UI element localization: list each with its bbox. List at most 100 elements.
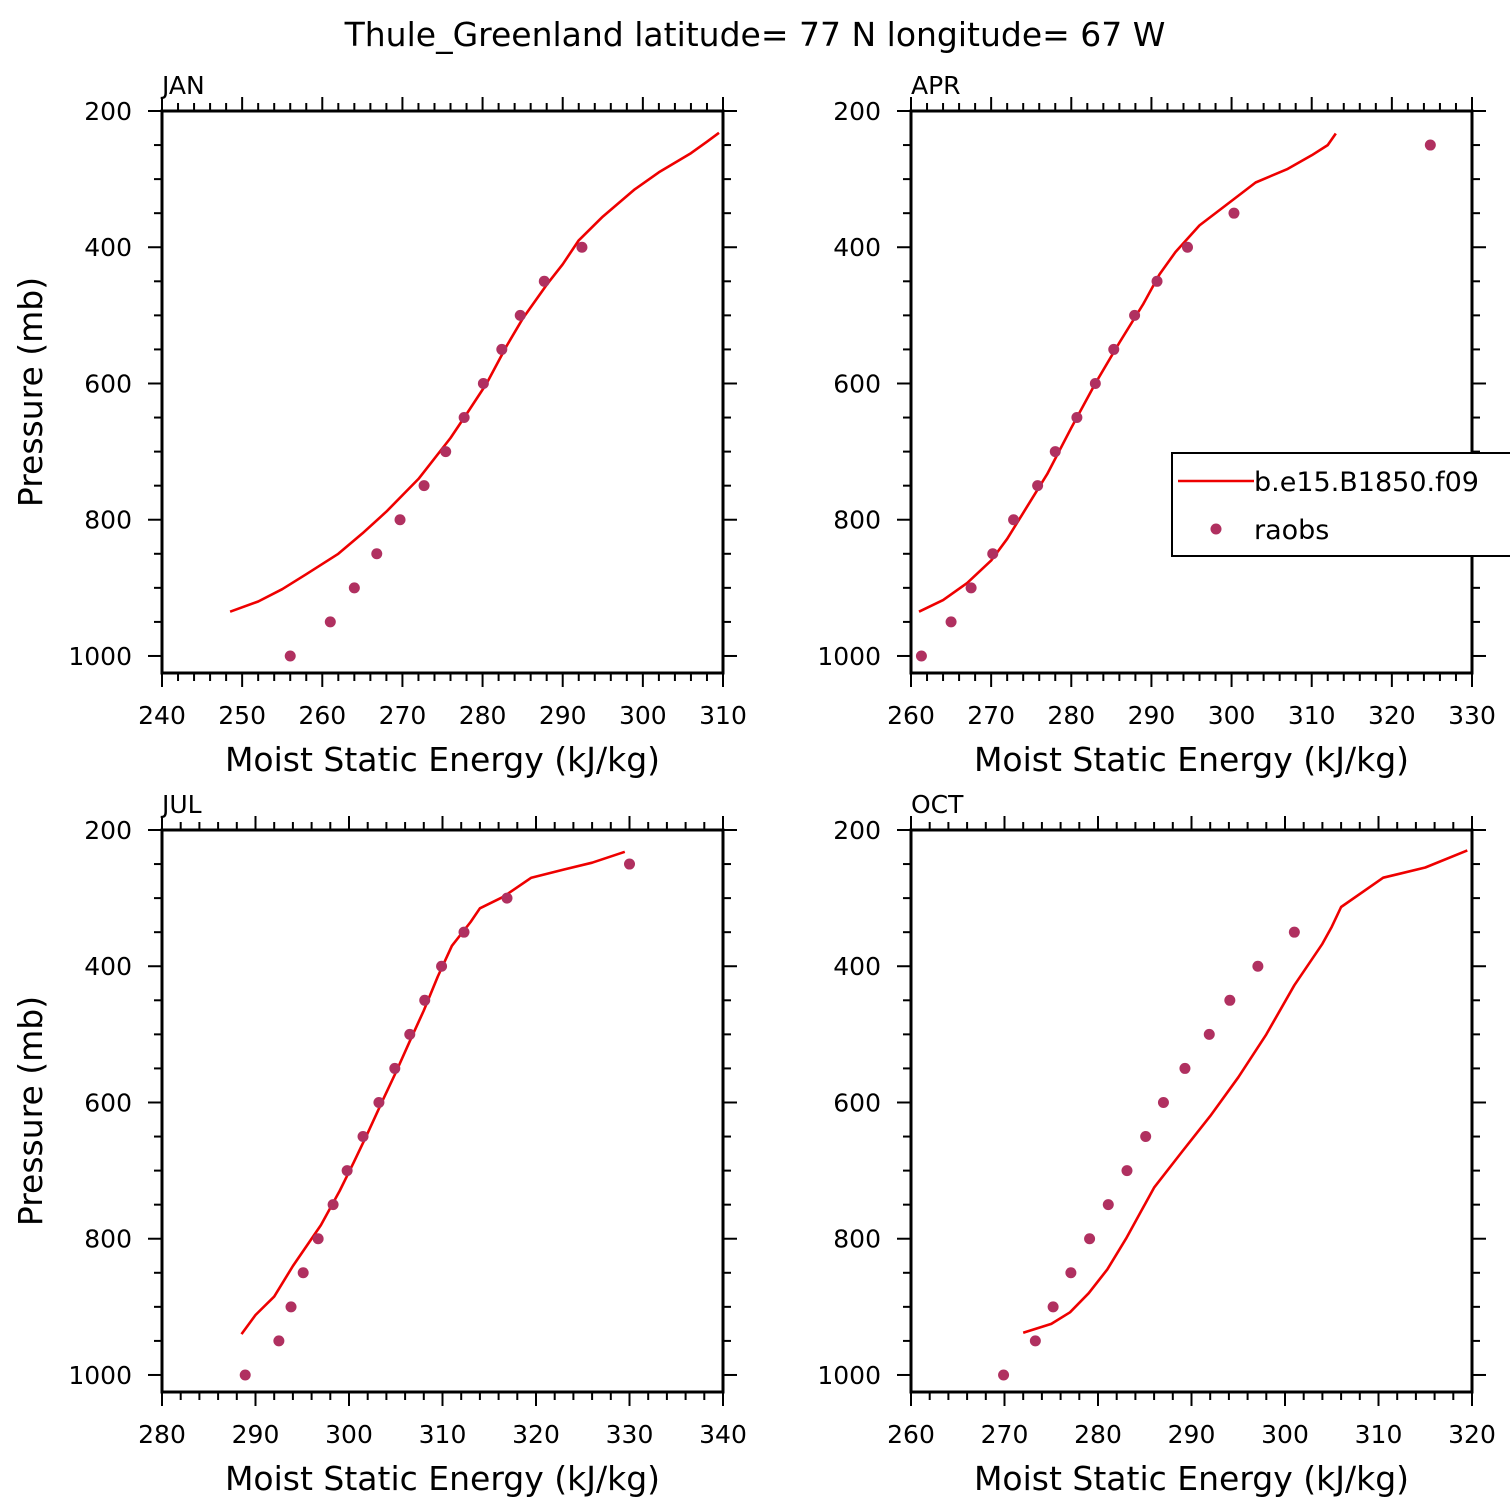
x-tick-label: 330: [1448, 701, 1496, 730]
data-point: [965, 582, 977, 594]
series-line: [240, 850, 626, 1335]
data-point: [538, 275, 550, 287]
data-point: [1203, 1028, 1215, 1040]
plot-frame: [909, 828, 1474, 1394]
y-tick-label: 200: [84, 97, 132, 126]
data-point: [285, 1301, 297, 1313]
x-tick-label: 280: [138, 1420, 186, 1449]
y-tick-label: 1000: [68, 642, 132, 671]
data-point: [312, 1233, 324, 1245]
legend: b.e15.B1850.f09 raobs: [1171, 452, 1510, 557]
series-line: [229, 131, 720, 613]
legend-entry: raobs: [1254, 515, 1329, 546]
data-point: [436, 960, 448, 972]
y-tick-label: 400: [84, 952, 132, 981]
data-point: [576, 241, 588, 253]
x-tick-label: 320: [512, 1420, 560, 1449]
x-axis-label: Moist Static Energy (kJ/kg): [974, 740, 1409, 779]
data-point: [1089, 377, 1101, 389]
data-point: [945, 616, 957, 628]
x-tick-label: 310: [699, 701, 747, 730]
x-tick-label: 260: [298, 701, 346, 730]
y-tick-label: 200: [84, 816, 132, 845]
data-point: [998, 1369, 1010, 1381]
y-tick-label: 800: [84, 1225, 132, 1254]
y-tick-label: 600: [84, 1088, 132, 1117]
data-point: [1029, 1335, 1041, 1347]
plot-data: [239, 850, 635, 1381]
x-tick-label: 280: [459, 701, 507, 730]
data-point: [1157, 1096, 1169, 1108]
y-tick-label: 600: [84, 369, 132, 398]
plot-frame: [909, 109, 1474, 675]
data-point: [1252, 960, 1264, 972]
x-tick-label: 320: [1448, 1420, 1496, 1449]
plot-frame: [160, 109, 725, 675]
y-tick-label: 200: [833, 97, 881, 126]
data-point: [371, 548, 383, 560]
panel-jan: JAN 240 250 260 270 280 290 300 310 200 400 600 800 1…: [11, 71, 747, 779]
figure-title: Thule_Greenland latitude= 77 N longitude…: [344, 15, 1166, 54]
data-point: [327, 1199, 339, 1211]
x-tick-label: 290: [539, 701, 587, 730]
y-tick-label: 800: [833, 1225, 881, 1254]
panel-oct: OCT 260 270 280 290 300 310 320 200 400 600 800 1000…: [817, 790, 1495, 1498]
x-axis-label: Moist Static Energy (kJ/kg): [225, 740, 660, 779]
data-point: [1151, 275, 1163, 287]
y-tick-label: 1000: [817, 1361, 881, 1390]
data-point: [1008, 514, 1020, 526]
data-point: [348, 582, 360, 594]
y-tick-label: 200: [833, 816, 881, 845]
data-point: [1084, 1233, 1096, 1245]
x-tick-label: 320: [1368, 701, 1416, 730]
y-tick-label: 800: [833, 506, 881, 535]
y-tick-label: 400: [833, 952, 881, 981]
y-tick-label: 600: [833, 369, 881, 398]
panel-jul: JUL 280 290 300 310 320 330 340 200 400 600 800 1000…: [11, 790, 747, 1498]
data-point: [324, 616, 336, 628]
panel-label: APR: [911, 71, 961, 100]
x-axis-label: Moist Static Energy (kJ/kg): [225, 1459, 660, 1498]
x-tick-label: 310: [1288, 701, 1336, 730]
data-point: [987, 548, 999, 560]
x-tick-label: 290: [1128, 701, 1176, 730]
x-tick-label: 280: [1047, 701, 1095, 730]
data-point: [1047, 1301, 1059, 1313]
data-point: [418, 480, 430, 492]
data-point: [1032, 480, 1044, 492]
y-tick-label: 400: [84, 233, 132, 262]
plot-data: [998, 849, 1468, 1381]
data-point: [273, 1335, 285, 1347]
x-tick-label: 310: [1355, 1420, 1403, 1449]
data-point: [477, 377, 489, 389]
data-point: [373, 1096, 385, 1108]
data-point: [1108, 343, 1120, 355]
legend-dot-swatch: [1210, 523, 1222, 535]
x-tick-label: 250: [218, 701, 266, 730]
panel-apr: APR 260 270 280 290 300 310 320 330 200 400 600 800 1…: [817, 71, 1510, 779]
x-tick-label: 270: [981, 1420, 1029, 1449]
x-tick-label: 290: [1168, 1420, 1216, 1449]
data-point: [440, 446, 452, 458]
panel-label: JUL: [160, 790, 202, 819]
x-tick-label: 260: [887, 1420, 935, 1449]
data-point: [1424, 139, 1436, 151]
data-point: [1102, 1199, 1114, 1211]
panels: JAN 240 250 260 270 280 290 300 310 200 400 600 800 1…: [11, 71, 1510, 1498]
data-point: [1179, 1062, 1191, 1074]
series-line: [1022, 849, 1468, 1334]
data-point: [1228, 207, 1240, 219]
data-point: [394, 514, 406, 526]
data-point: [297, 1267, 309, 1279]
x-tick-label: 290: [232, 1420, 280, 1449]
data-point: [1288, 926, 1300, 938]
legend-entry: b.e15.B1850.f09: [1254, 467, 1479, 498]
data-point: [357, 1131, 369, 1143]
data-point: [1071, 412, 1083, 424]
x-tick-label: 270: [379, 701, 427, 730]
data-point: [501, 892, 513, 904]
x-axis-label: Moist Static Energy (kJ/kg): [974, 1459, 1409, 1498]
legend-box: [1171, 452, 1510, 557]
y-axis-label: Pressure (mb): [11, 277, 50, 507]
